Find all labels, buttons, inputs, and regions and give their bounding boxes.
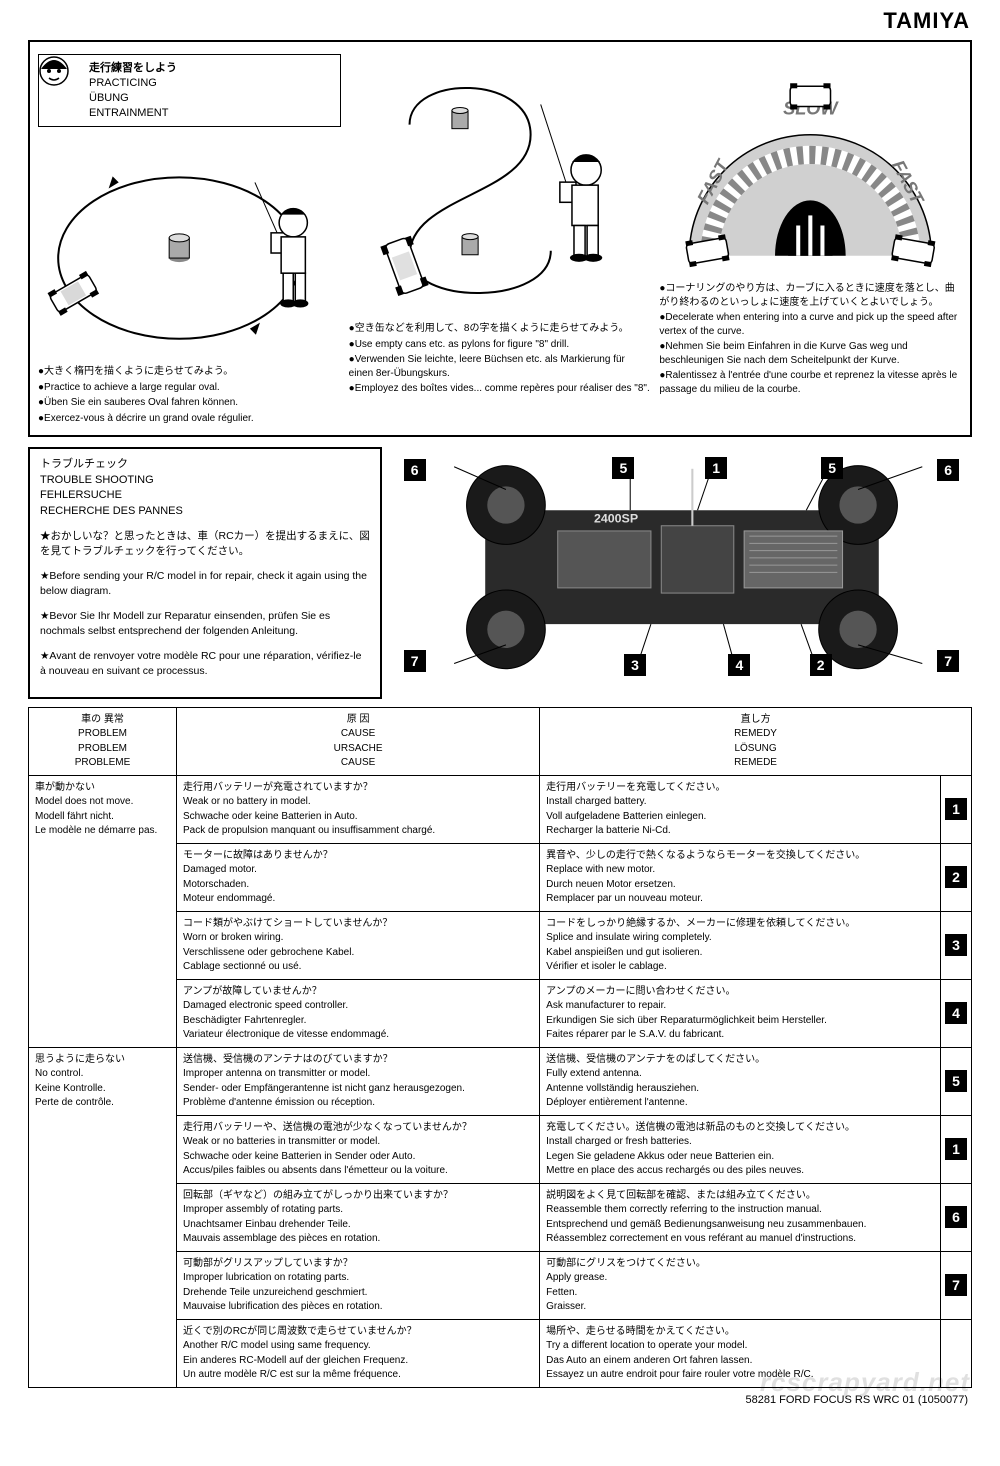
p3-de: ●Nehmen Sie beim Einfahren in die Kurve … — [659, 340, 962, 367]
ref-number-cell: 1 — [941, 1115, 972, 1183]
p1-jp: ●大きく楕円を描くように走らせてみよう。 — [38, 365, 341, 379]
practice-panel-figure8: ●空き缶などを利用して、8の字を描くように走らせてみよう。 ●Use empty… — [349, 50, 652, 427]
chassis-callout: 1 — [705, 457, 727, 479]
practice-title-jp: 走行練習をしよう — [89, 61, 330, 76]
panel2-caption: ●空き缶などを利用して、8の字を描くように走らせてみよう。 ●Use empty… — [349, 320, 652, 398]
brand-logo: TAMIYA — [883, 8, 970, 34]
troubleshooting-box: トラブルチェック TROUBLE SHOOTING FEHLERSUCHE RE… — [28, 447, 382, 699]
cause-cell: 走行用バッテリーや、送信機の電池が少なくなっていませんか？Weak or no … — [177, 1115, 540, 1183]
ts-text-en: ★Before sending your R/C model in for re… — [40, 569, 370, 598]
p3-en: ●Decelerate when entering into a curve a… — [659, 311, 962, 338]
ref-number-cell — [941, 1319, 972, 1387]
th-problem: 車の 異常 PROBLEM PROBLEM PROBLEME — [29, 707, 177, 775]
p2-en: ●Use empty cans etc. as pylons for figur… — [349, 338, 652, 352]
remedy-cell: 送信機、受信機のアンテナをのばしてください。Fully extend anten… — [540, 1047, 941, 1115]
p3-jp: ●コーナリングのやり方は、カーブに入るときに速度を落とし、曲がり終わるのといっし… — [659, 282, 962, 309]
th-cause: 原 因 CAUSE URSACHE CAUSE — [177, 707, 540, 775]
chassis-callout: 4 — [728, 654, 750, 676]
practicing-section: 走行練習をしよう PRACTICING ÜBUNG ENTRAINMENT — [28, 40, 972, 437]
ts-text-jp: ★おかしいな？と思ったときは、車（RCカー）を提出するまえに、図を見てトラブルチ… — [40, 529, 370, 558]
figure8-illustration — [349, 50, 652, 320]
table-row: 思うように走らないNo control.Keine Kontrolle.Pert… — [29, 1047, 972, 1115]
p1-de: ●Üben Sie ein sauberes Oval fahren könne… — [38, 396, 341, 410]
chassis-callout: 7 — [404, 650, 426, 672]
chassis-callout: 6 — [404, 459, 426, 481]
curve-illustration: SLOW FAST FAST — [659, 50, 962, 280]
cause-cell: アンプが故障していませんか？Damaged electronic speed c… — [177, 979, 540, 1047]
p2-de: ●Verwenden Sie leichte, leere Büchsen et… — [349, 353, 652, 380]
remedy-cell: 可動部にグリスをつけてください。Apply grease.Fetten.Grai… — [540, 1251, 941, 1319]
panel3-caption: ●コーナリングのやり方は、カーブに入るときに速度を落とし、曲がり終わるのといっし… — [659, 280, 962, 398]
svg-text:2400SP: 2400SP — [594, 512, 638, 526]
chassis-callout: 6 — [937, 459, 959, 481]
remedy-cell: 異音や、少しの走行で熱くなるようならモーターを交換してください。Replace … — [540, 843, 941, 911]
footer-product-code: 58281 FORD FOCUS RS WRC 01 (1050077) — [28, 1394, 972, 1406]
ts-title-de: FEHLERSUCHE — [40, 488, 370, 503]
practice-panel-curve: SLOW FAST FAST ●コーナリングのやり方は、カーブに入るときに速度を… — [659, 50, 962, 427]
cause-cell: モーターに故障はありませんか？Damaged motor.Motorschade… — [177, 843, 540, 911]
p1-en: ●Practice to achieve a large regular ova… — [38, 381, 341, 395]
problem-cell: 車が動かないModel does not move.Modell fährt n… — [29, 775, 177, 1047]
practice-title-fr: ENTRAINMENT — [89, 106, 330, 121]
ts-text-de: ★Bevor Sie Ihr Modell zur Reparatur eins… — [40, 609, 370, 638]
chassis-callout: 3 — [624, 654, 646, 676]
chassis-diagram: 2400SP 6 5 1 5 6 7 3 4 2 7 — [392, 447, 972, 677]
cause-cell: 可動部がグリスアップしていますか？Improper lubrication on… — [177, 1251, 540, 1319]
ref-number-cell: 3 — [941, 911, 972, 979]
practice-title-en: PRACTICING — [89, 76, 330, 91]
cause-cell: 送信機、受信機のアンテナはのびていますか？Improper antenna on… — [177, 1047, 540, 1115]
chassis-callout: 7 — [937, 650, 959, 672]
p2-fr: ●Employez des boîtes vides... comme repè… — [349, 382, 652, 396]
remedy-cell: 充電してください。送信機の電池は新品のものと交換してください。Install c… — [540, 1115, 941, 1183]
chassis-callout: 5 — [612, 457, 634, 479]
th-remedy: 直し方 REMEDY LÖSUNG REMEDE — [540, 707, 972, 775]
ref-number-cell: 4 — [941, 979, 972, 1047]
troubleshooting-table: 車の 異常 PROBLEM PROBLEM PROBLEME 原 因 CAUSE… — [28, 707, 972, 1388]
practice-title-box: 走行練習をしよう PRACTICING ÜBUNG ENTRAINMENT — [38, 54, 341, 127]
chassis-callout: 5 — [821, 457, 843, 479]
cause-cell: コード類がやぶけてショートしていませんか？Worn or broken wiri… — [177, 911, 540, 979]
remedy-cell: 説明図をよく見て回転部を確認、または組み立てください。Reassemble th… — [540, 1183, 941, 1251]
ref-number-cell: 2 — [941, 843, 972, 911]
table-row: 車が動かないModel does not move.Modell fährt n… — [29, 775, 972, 843]
remedy-cell: 場所や、走らせる時間をかえてください。Try a different locat… — [540, 1319, 941, 1387]
ts-title-en: TROUBLE SHOOTING — [40, 473, 370, 488]
remedy-cell: コードをしっかり絶縁するか、メーカーに修理を依頼してください。Splice an… — [540, 911, 941, 979]
oval-illustration — [38, 133, 341, 363]
ts-text-fr: ★Avant de renvoyer votre modèle RC pour … — [40, 649, 370, 678]
ref-number-cell: 1 — [941, 775, 972, 843]
p3-fr: ●Ralentissez à l'entrée d'une courbe et … — [659, 369, 962, 396]
p1-fr: ●Exercez-vous à décrire un grand ovale r… — [38, 412, 341, 426]
ref-number-cell: 5 — [941, 1047, 972, 1115]
p2-jp: ●空き缶などを利用して、8の字を描くように走らせてみよう。 — [349, 322, 652, 336]
child-face-icon — [33, 49, 75, 91]
ts-title-fr: RECHERCHE DES PANNES — [40, 504, 370, 519]
ref-number-cell: 6 — [941, 1183, 972, 1251]
ref-number-cell: 7 — [941, 1251, 972, 1319]
cause-cell: 近くで別のRCが同じ周波数で走らせていませんか？Another R/C mode… — [177, 1319, 540, 1387]
remedy-cell: アンプのメーカーに問い合わせください。Ask manufacturer to r… — [540, 979, 941, 1047]
practice-title-de: ÜBUNG — [89, 91, 330, 106]
cause-cell: 走行用バッテリーが充電されていますか？Weak or no battery in… — [177, 775, 540, 843]
ts-title-jp: トラブルチェック — [40, 457, 370, 472]
cause-cell: 回転部（ギヤなど）の組み立てがしっかり出来ていますか？Improper asse… — [177, 1183, 540, 1251]
chassis-callout: 2 — [810, 654, 832, 676]
remedy-cell: 走行用バッテリーを充電してください。Install charged batter… — [540, 775, 941, 843]
practice-panel-oval: 走行練習をしよう PRACTICING ÜBUNG ENTRAINMENT — [38, 50, 341, 427]
panel1-caption: ●大きく楕円を描くように走らせてみよう。 ●Practice to achiev… — [38, 363, 341, 427]
problem-cell: 思うように走らないNo control.Keine Kontrolle.Pert… — [29, 1047, 177, 1387]
